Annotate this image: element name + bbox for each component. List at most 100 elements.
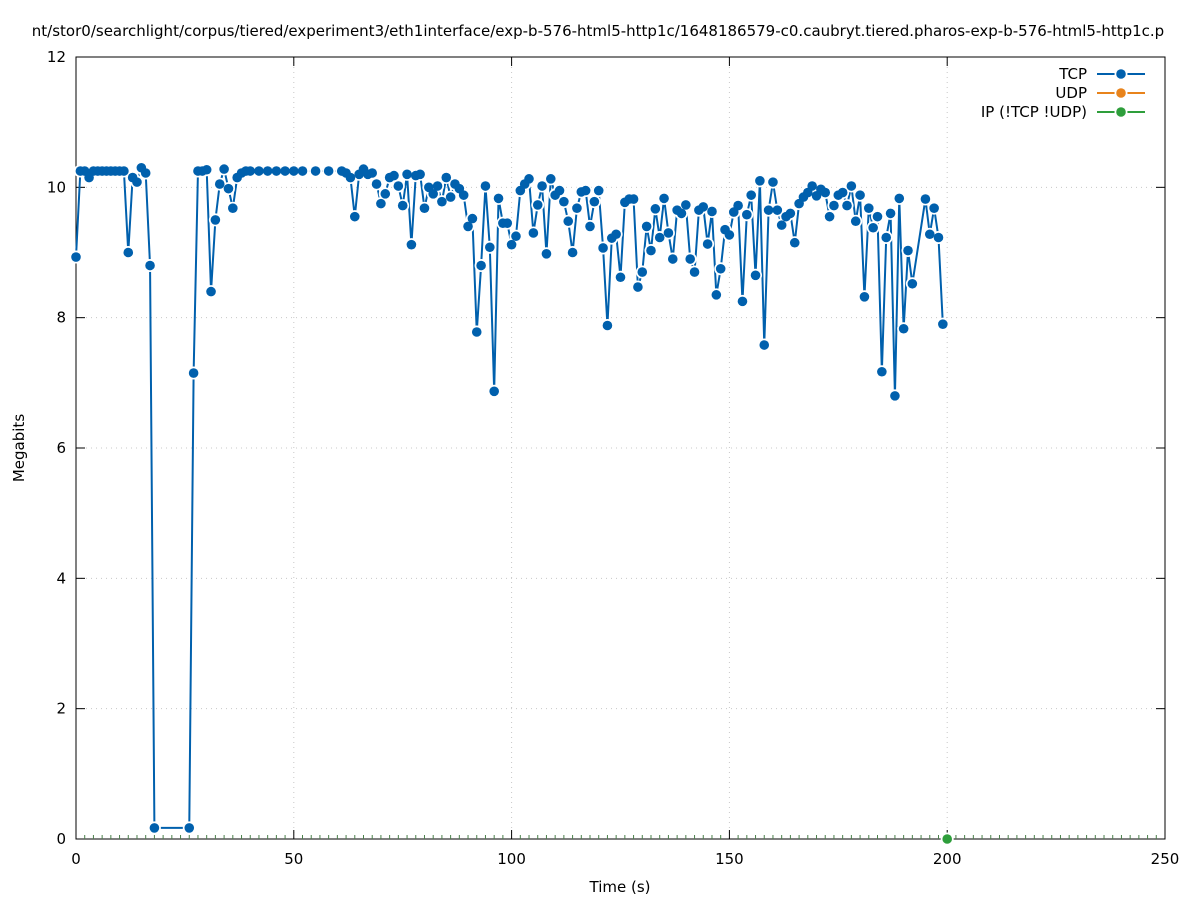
data-point xyxy=(920,194,931,204)
data-point xyxy=(489,386,499,397)
data-point xyxy=(750,270,761,281)
data-point xyxy=(654,232,665,243)
data-point xyxy=(345,172,356,183)
data-point xyxy=(563,216,574,227)
y-tick-label: 4 xyxy=(56,569,66,587)
data-point xyxy=(428,189,438,199)
data-point xyxy=(824,211,835,222)
data-point xyxy=(458,190,469,200)
data-point xyxy=(349,211,360,222)
data-point xyxy=(637,267,648,277)
data-point xyxy=(119,166,129,176)
legend-item: UDP xyxy=(1055,84,1145,102)
data-point xyxy=(580,185,591,196)
data-point xyxy=(71,252,81,262)
data-point xyxy=(367,168,378,178)
data-point xyxy=(685,254,695,264)
data-point xyxy=(598,243,608,253)
data-point xyxy=(493,193,504,204)
data-point xyxy=(663,228,674,238)
data-point xyxy=(789,237,800,248)
y-tick-label: 0 xyxy=(56,830,66,848)
legend-label: IP (!TCP !UDP) xyxy=(981,103,1087,121)
data-point xyxy=(763,205,774,215)
y-tick-label: 8 xyxy=(56,309,66,327)
data-point xyxy=(467,213,478,224)
data-point xyxy=(524,174,534,184)
data-point xyxy=(140,168,151,178)
data-point xyxy=(846,181,857,191)
y-tick-label: 12 xyxy=(47,48,66,66)
data-point xyxy=(711,290,722,300)
data-point xyxy=(820,187,831,198)
data-point xyxy=(746,190,756,200)
data-point xyxy=(445,192,456,202)
data-point xyxy=(589,196,600,207)
data-point xyxy=(641,221,652,232)
data-point xyxy=(593,185,604,196)
data-point xyxy=(737,296,748,307)
data-point xyxy=(868,222,878,233)
data-point xyxy=(628,194,639,204)
data-point xyxy=(650,204,661,214)
data-point xyxy=(389,170,399,181)
y-axis-title: Megabits xyxy=(10,414,28,482)
data-point xyxy=(323,166,334,176)
data-point xyxy=(537,181,547,191)
data-point xyxy=(855,190,865,200)
tick-labels: 0 50 100 150 200 250 0 2 4 6 8 10 12 xyxy=(47,48,1179,868)
grid xyxy=(76,57,1165,839)
data-point xyxy=(863,203,874,213)
data-point xyxy=(559,196,569,207)
data-point xyxy=(397,200,408,211)
data-point xyxy=(681,200,691,210)
data-point xyxy=(219,164,229,174)
data-point xyxy=(698,202,709,212)
legend-marker xyxy=(1116,69,1126,79)
data-point xyxy=(859,292,870,302)
data-point xyxy=(406,239,417,250)
data-point xyxy=(724,230,735,240)
data-point xyxy=(702,239,713,249)
data-point xyxy=(432,181,443,191)
data-point xyxy=(881,232,892,243)
x-axis-title: Time (s) xyxy=(589,878,651,896)
series-2 xyxy=(940,832,954,846)
data-point xyxy=(929,203,939,213)
data-point xyxy=(829,200,839,211)
data-point xyxy=(480,181,491,191)
data-point xyxy=(132,177,142,187)
series-layer xyxy=(69,161,954,846)
data-point xyxy=(933,232,944,243)
data-point xyxy=(214,179,225,189)
data-point xyxy=(280,166,290,176)
data-point xyxy=(938,319,948,329)
legend-item: IP (!TCP !UDP) xyxy=(981,103,1145,121)
data-point xyxy=(667,254,678,264)
data-point xyxy=(289,166,299,176)
data-point xyxy=(602,320,613,331)
data-point xyxy=(415,169,425,180)
data-point xyxy=(297,166,308,176)
data-point xyxy=(201,164,212,175)
data-point xyxy=(633,282,643,292)
data-point xyxy=(768,177,778,187)
y-tick-label: 2 xyxy=(56,700,66,718)
data-point xyxy=(646,245,656,256)
data-point xyxy=(842,200,852,211)
data-point xyxy=(759,340,770,350)
data-point xyxy=(924,229,935,240)
y-tick-label: 6 xyxy=(56,439,66,457)
data-point xyxy=(885,208,896,219)
data-point xyxy=(393,181,404,191)
data-point xyxy=(254,166,264,176)
data-point xyxy=(837,187,848,198)
data-point xyxy=(554,185,565,196)
data-point xyxy=(262,166,273,176)
data-point xyxy=(402,169,412,180)
legend-item: TCP xyxy=(1058,65,1145,83)
data-point xyxy=(441,172,452,183)
x-tick-label: 200 xyxy=(933,850,962,868)
